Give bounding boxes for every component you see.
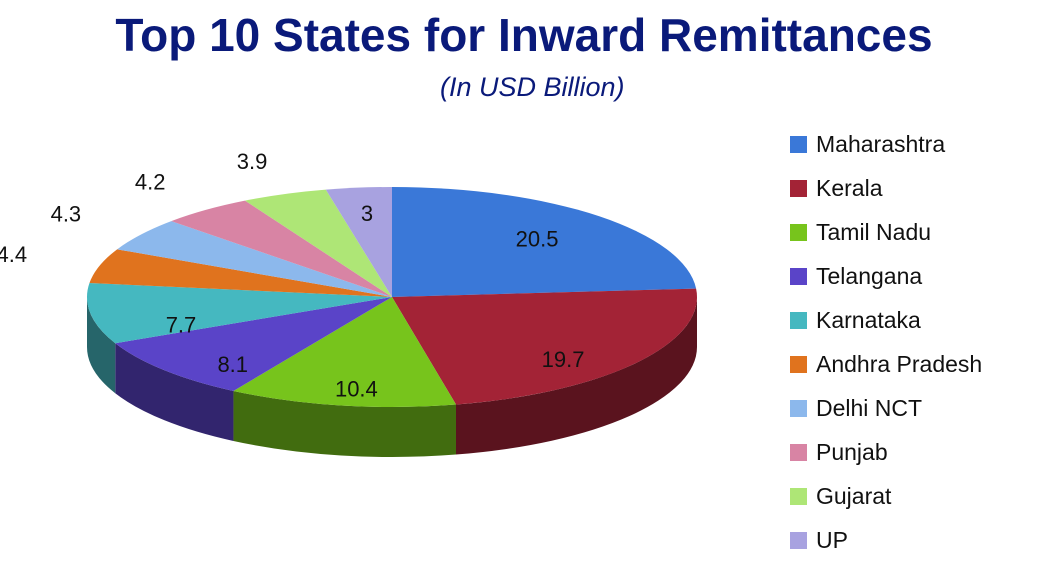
legend-label: Karnataka (816, 306, 921, 333)
data-label-karnataka: 7.7 (166, 313, 197, 338)
slice-delhi-nct (117, 221, 393, 297)
data-label-maharashtra: 20.5 (516, 226, 559, 251)
legend-swatch (790, 355, 807, 373)
slice-side-kerala (455, 297, 697, 455)
legend-swatch (790, 443, 807, 461)
slice-andhra-pradesh (89, 249, 393, 297)
legend-item-kerala: Kerala (790, 166, 982, 210)
data-label-tamil-nadu: 10.4 (335, 377, 378, 402)
slice-karnataka (86, 283, 392, 344)
slice-maharashtra (392, 187, 697, 297)
legend-item-maharashtra: Maharashtra (790, 122, 982, 166)
legend-label: UP (816, 526, 848, 553)
legend-item-delhi-nct: Delhi NCT (790, 386, 982, 430)
data-label-kerala: 19.7 (542, 347, 585, 372)
legend-swatch (790, 267, 807, 285)
slice-side-telangana (115, 343, 234, 441)
legend-item-gujarat: Gujarat (790, 474, 982, 518)
pie-side-walls (87, 297, 697, 457)
slice-punjab (171, 200, 392, 297)
legend-swatch (790, 223, 807, 241)
legend-label: Andhra Pradesh (816, 350, 983, 377)
data-labels: 20.5 19.7 10.4 8.1 7.7 4.4 4.3 4.2 3.9 3 (0, 149, 584, 402)
chart-title: Top 10 States for Inward Remittances (115, 9, 933, 61)
slice-side-karnataka (87, 297, 116, 394)
legend-item-tamil-nadu: Tamil Nadu (790, 210, 982, 254)
pie-slices (86, 187, 697, 407)
slice-telangana (115, 297, 393, 391)
slice-up (325, 187, 392, 297)
data-label-up: 3 (361, 201, 373, 226)
slice-side-tamil-nadu (233, 390, 456, 457)
data-label-andhra-pradesh: 4.4 (0, 242, 27, 267)
slice-gujarat (244, 189, 392, 297)
chart-legend: Maharashtra Kerala Tamil Nadu Telangana Karn… (790, 122, 982, 562)
legend-label: Punjab (816, 438, 888, 465)
data-label-punjab: 4.2 (135, 169, 166, 194)
legend-swatch (790, 135, 807, 153)
data-label-delhi-nct: 4.3 (51, 201, 82, 226)
legend-label: Kerala (816, 174, 883, 201)
legend-item-karnataka: Karnataka (790, 298, 982, 342)
legend-label: Delhi NCT (816, 394, 923, 421)
slice-tamil-nadu (233, 297, 456, 407)
data-label-telangana: 8.1 (217, 352, 248, 377)
legend-swatch (790, 399, 807, 417)
legend-label: Maharashtra (816, 130, 946, 157)
legend-swatch (790, 531, 807, 549)
chart-subtitle: (In USD Billion) (440, 72, 625, 102)
legend-label: Telangana (816, 262, 923, 289)
legend-swatch (790, 311, 807, 329)
legend-item-telangana: Telangana (790, 254, 982, 298)
legend-label: Gujarat (816, 482, 892, 509)
legend-item-up: UP (790, 518, 982, 562)
legend-swatch (790, 487, 807, 505)
data-label-gujarat: 3.9 (237, 149, 268, 174)
legend-swatch (790, 179, 807, 197)
legend-item-punjab: Punjab (790, 430, 982, 474)
legend-item-andhra-pradesh: Andhra Pradesh (790, 342, 982, 386)
slice-kerala (392, 288, 697, 405)
legend-label: Tamil Nadu (816, 218, 932, 245)
